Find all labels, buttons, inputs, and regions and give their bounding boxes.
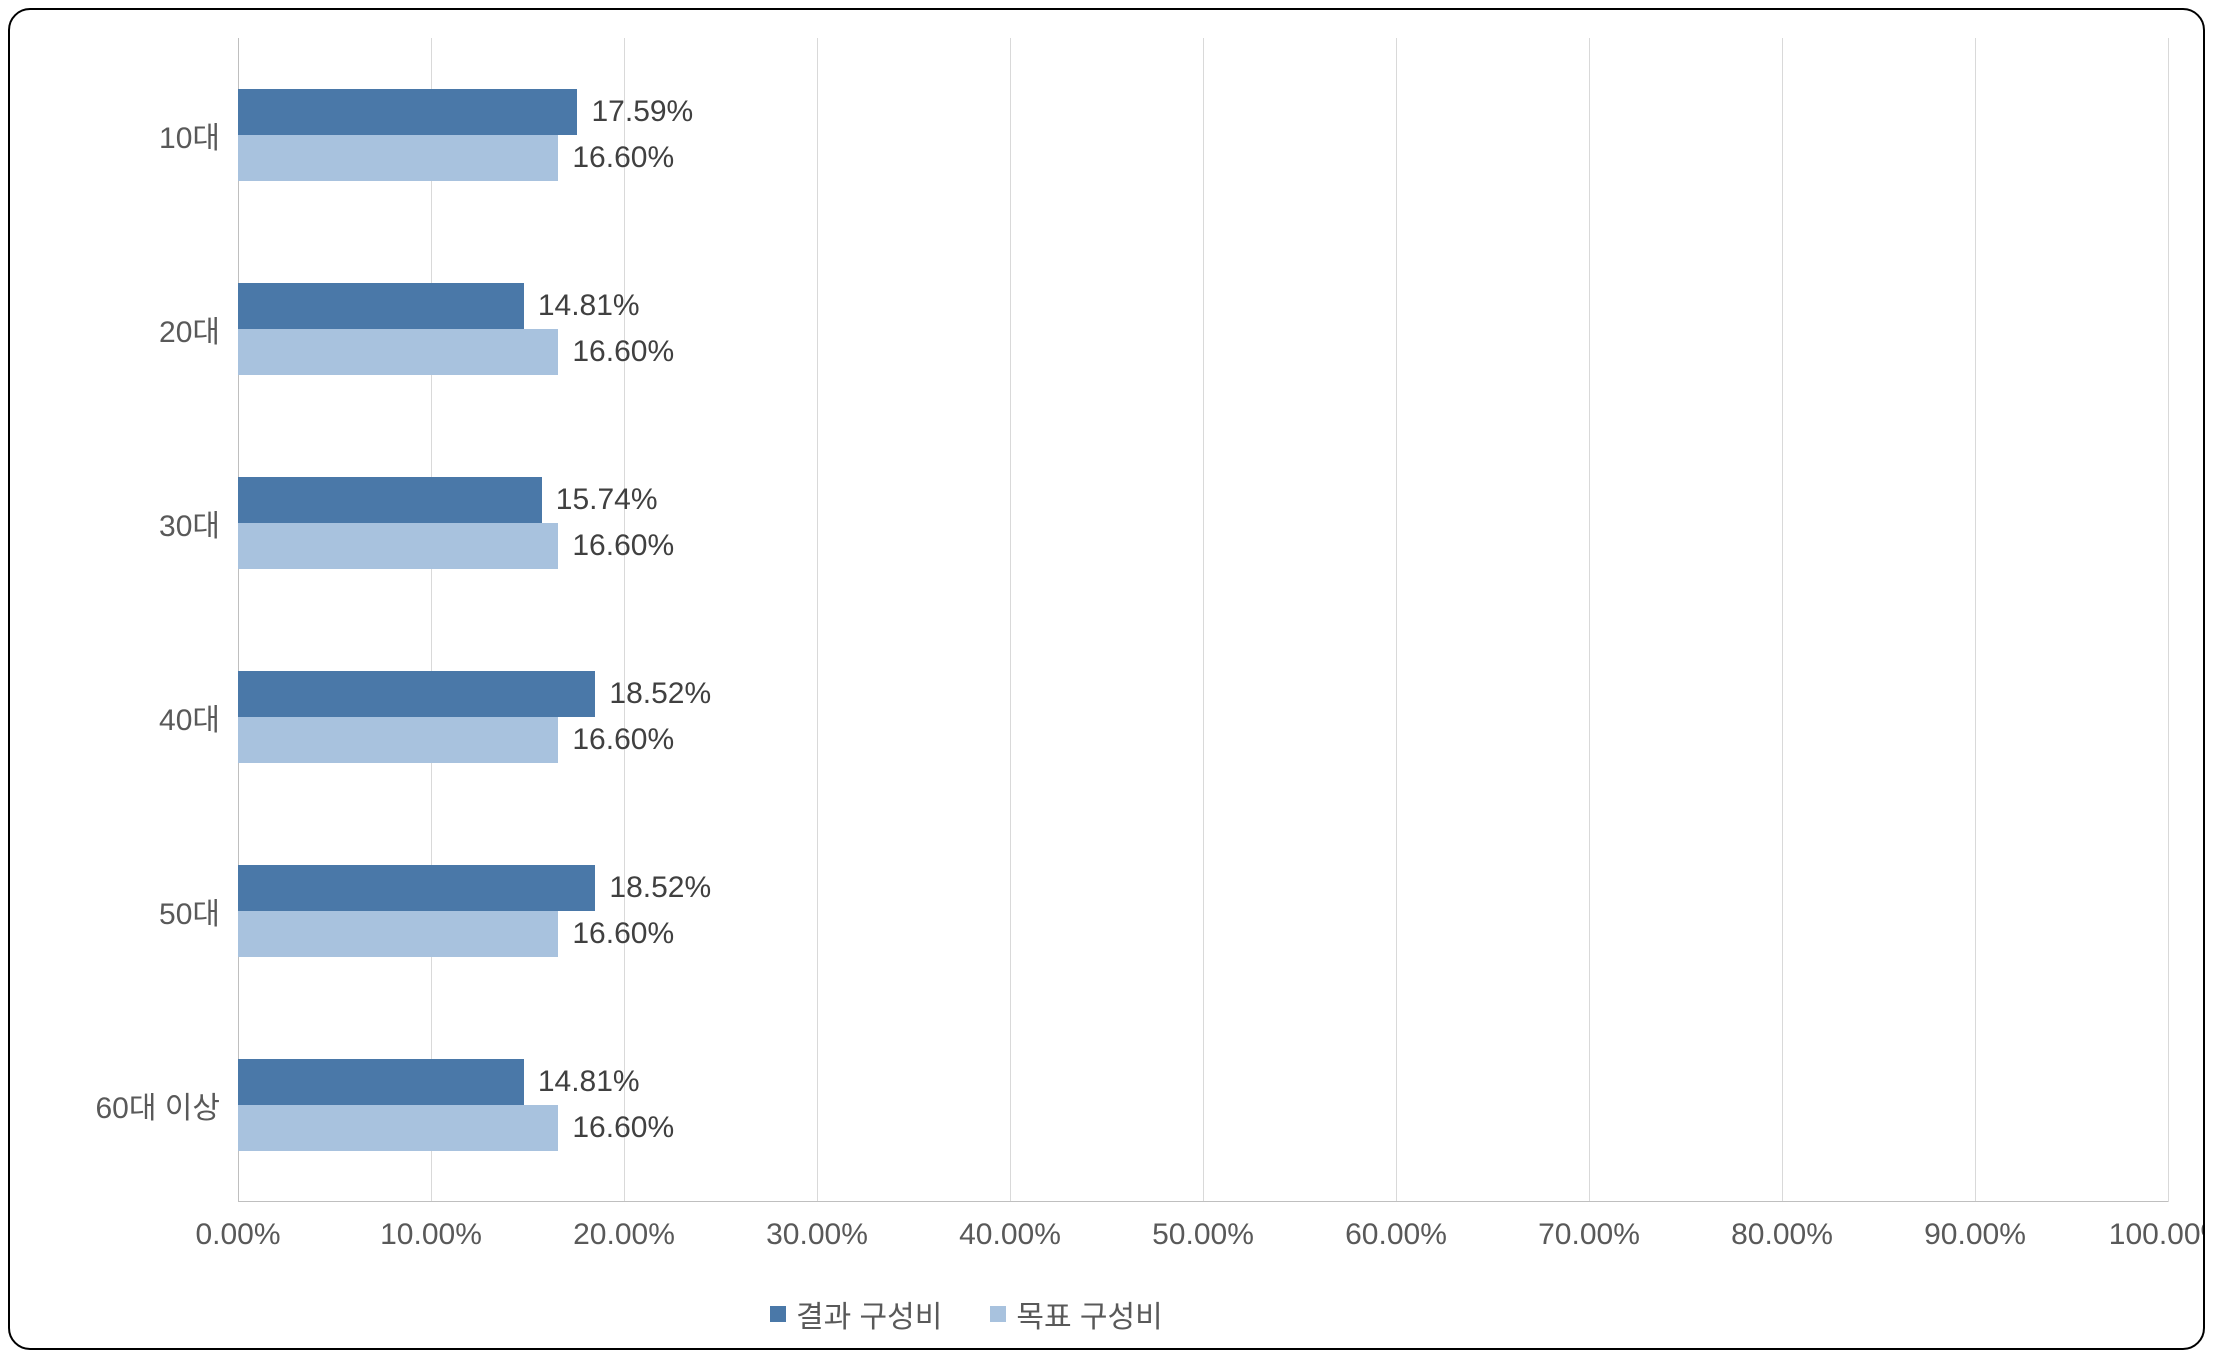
bar [238,717,558,763]
gridline [817,38,818,1202]
x-tick-label: 50.00% [1152,1218,1254,1252]
bar [238,1059,524,1105]
x-axis-line [238,1201,2168,1202]
bar [238,911,558,957]
x-tick-label: 10.00% [380,1218,482,1252]
x-axis-labels: 0.00%10.00%20.00%30.00%40.00%50.00%60.00… [238,1218,2168,1268]
bar [238,89,577,135]
legend-label: 목표 구성비 [1016,1292,1162,1336]
bar-value-label: 16.60% [572,335,674,369]
gridline [1203,38,1204,1202]
bar-value-label: 15.74% [556,483,658,517]
bar [238,671,595,717]
bar [238,135,558,181]
plot-area: 17.59% 16.60% 14.81% 16.60% 15.74% 16.60% 18.5… [238,38,2168,1202]
legend-swatch [990,1306,1006,1322]
y-category-label: 50대 [159,889,220,933]
bar [238,477,542,523]
gridline [238,38,239,1202]
legend-item: 목표 구성비 [990,1292,1162,1336]
x-tick-label: 20.00% [573,1218,675,1252]
bar [238,283,524,329]
gridline [431,38,432,1202]
gridline [1782,38,1783,1202]
bar-value-label: 18.52% [609,677,711,711]
bar-value-label: 14.81% [538,1065,640,1099]
bar [238,329,558,375]
x-tick-label: 80.00% [1731,1218,1833,1252]
chart-frame: 17.59% 16.60% 14.81% 16.60% 15.74% 16.60% 18.5… [8,8,2205,1350]
gridline [1975,38,1976,1202]
x-tick-label: 100.00% [2109,1218,2205,1252]
y-category-label: 10대 [159,113,220,157]
gridline [1396,38,1397,1202]
y-category-label: 60대 이상 [95,1083,220,1127]
y-category-label: 40대 [159,695,220,739]
x-tick-label: 40.00% [959,1218,1061,1252]
bar-value-label: 16.60% [572,723,674,757]
bar [238,1105,558,1151]
bar-value-label: 16.60% [572,1111,674,1145]
y-axis-labels: 10대 20대 30대 40대 50대 60대 이상 [10,38,220,1202]
x-tick-label: 60.00% [1345,1218,1447,1252]
y-category-label: 20대 [159,307,220,351]
bar [238,865,595,911]
legend-item: 결과 구성비 [770,1292,942,1336]
bar-value-label: 14.81% [538,289,640,323]
bar-value-label: 16.60% [572,917,674,951]
legend-swatch [770,1306,786,1322]
x-tick-label: 70.00% [1538,1218,1640,1252]
gridline [2168,38,2169,1202]
bar-value-label: 18.52% [609,871,711,905]
legend: 결과 구성비 목표 구성비 [770,1292,1163,1336]
legend-label: 결과 구성비 [796,1292,942,1336]
bar-value-label: 16.60% [572,529,674,563]
y-category-label: 30대 [159,501,220,545]
bar-value-label: 16.60% [572,141,674,175]
x-tick-label: 30.00% [766,1218,868,1252]
bar [238,523,558,569]
gridline [1010,38,1011,1202]
gridline [624,38,625,1202]
x-tick-label: 0.00% [195,1218,280,1252]
x-tick-label: 90.00% [1924,1218,2026,1252]
bar-value-label: 17.59% [591,95,693,129]
gridline [1589,38,1590,1202]
